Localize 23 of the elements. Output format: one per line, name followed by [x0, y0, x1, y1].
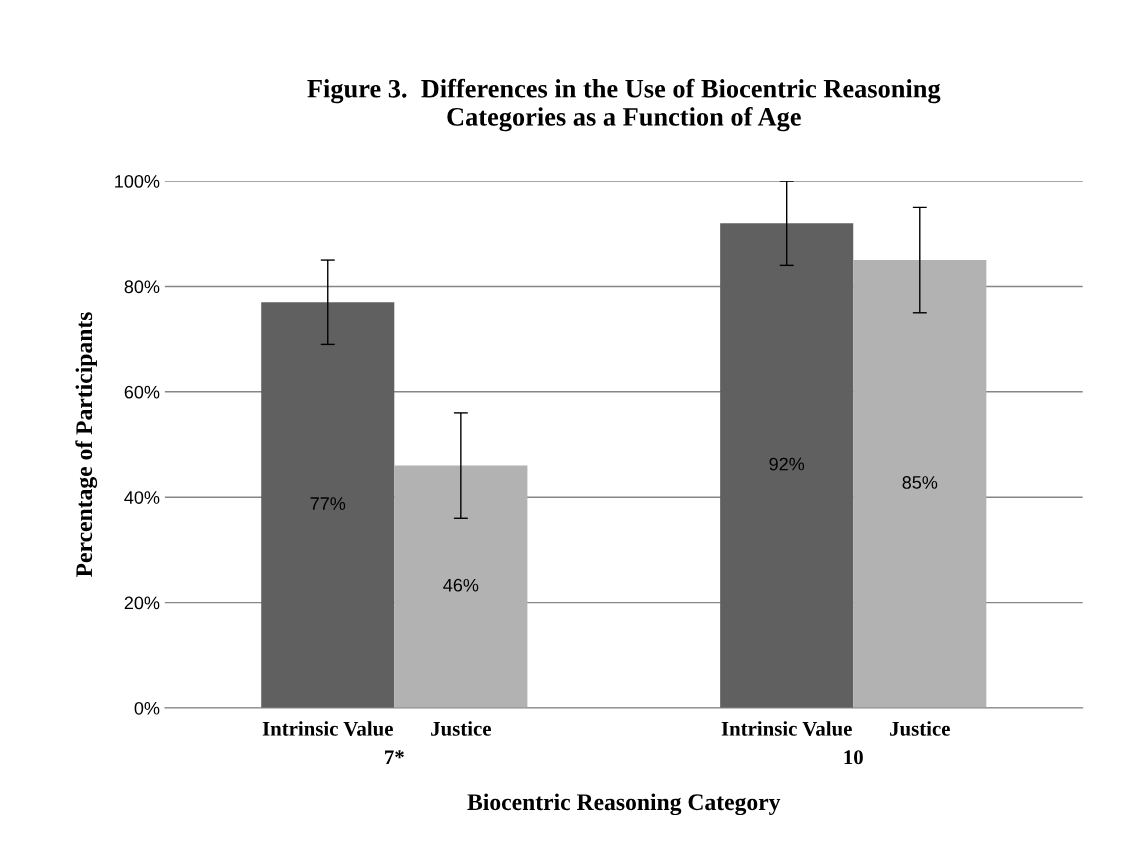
bar — [261, 302, 395, 708]
data-label: 77% — [310, 497, 346, 510]
data-label: 46% — [443, 578, 479, 592]
series-label: Justice — [431, 721, 491, 736]
y-tick-label: 20% — [124, 596, 160, 610]
y-tick-label: 40% — [124, 491, 160, 504]
bar — [720, 223, 854, 708]
x-axis-title: Biocentric Reasoning Category — [467, 793, 781, 816]
text: Intrinsic Value — [721, 721, 852, 736]
data-label: 85% — [902, 476, 938, 489]
bar — [394, 465, 528, 708]
y-axis-title: Percentage of Participants — [75, 312, 98, 577]
bar — [853, 260, 987, 708]
text: Justice — [890, 721, 950, 736]
series-label: Intrinsic Value — [262, 721, 393, 736]
data-label: 92% — [769, 457, 805, 471]
x-tick-label: 10 — [844, 750, 863, 765]
y-tick-label: 100% — [115, 174, 160, 188]
chart-title: Figure 3. Differences in the Use of Biocentric Reasoning Categories as a Function of Age — [307, 78, 941, 132]
y-tick-label: 60% — [124, 385, 160, 399]
y-tick-label: 80% — [124, 280, 160, 294]
x-tick-label: 7* — [385, 750, 404, 765]
y-tick-label: 0% — [134, 701, 160, 715]
